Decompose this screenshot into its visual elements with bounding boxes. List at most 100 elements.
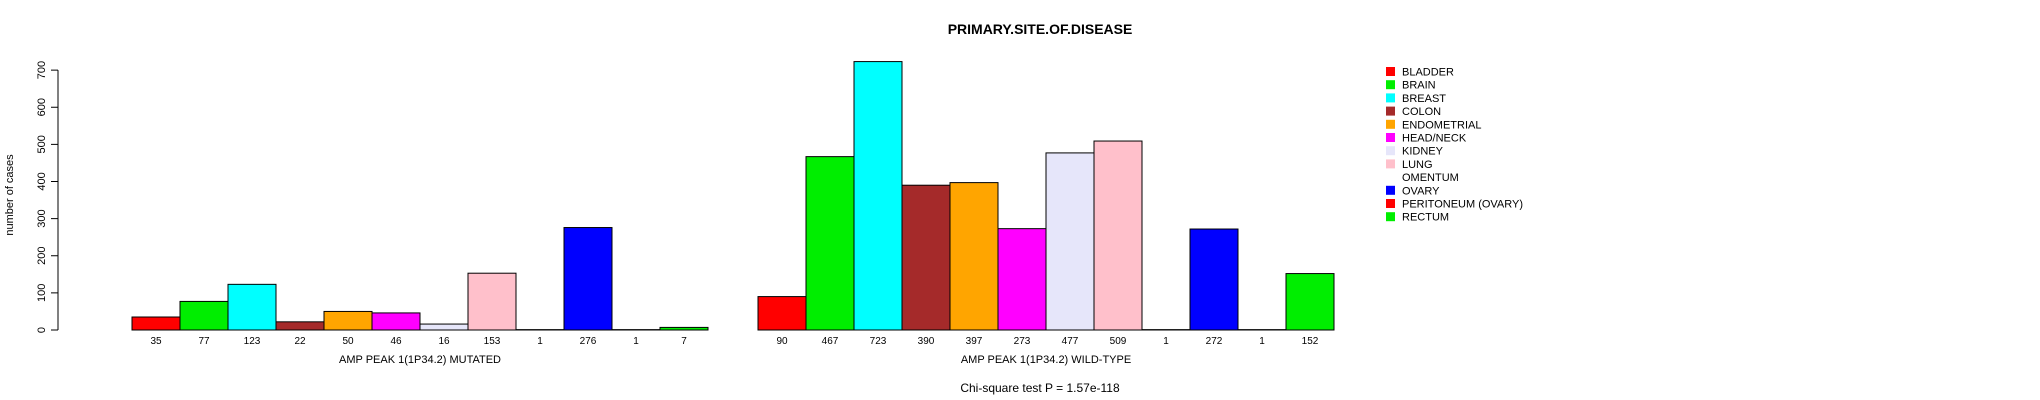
y-tick-label: 500 (36, 135, 48, 153)
bar (371, 312, 421, 331)
legend-item: OVARY (1386, 185, 1440, 197)
bar (1045, 152, 1095, 331)
group-label: AMP PEAK 1(1P34.2) MUTATED (339, 354, 501, 366)
bar-count-label: 1 (537, 336, 543, 347)
legend-swatch (1386, 67, 1395, 76)
bar-count-label: 46 (390, 336, 402, 347)
legend-label: LUNG (1402, 159, 1433, 171)
bar-count-label: 1 (1163, 336, 1169, 347)
bar (1285, 273, 1335, 331)
legend-swatch (1386, 146, 1395, 156)
bar (1189, 228, 1239, 331)
bar-count-label: 1 (1259, 336, 1265, 347)
legend-label: ENDOMETRIAL (1402, 119, 1481, 131)
bar-count-label: 35 (150, 336, 162, 347)
bar-count-label: 90 (776, 336, 788, 347)
bar (419, 323, 469, 331)
bar-count-label: 723 (870, 336, 887, 347)
legend-swatch (1386, 93, 1395, 103)
bar-count-label: 77 (198, 336, 210, 347)
group-label: AMP PEAK 1(1P34.2) WILD-TYPE (961, 354, 1131, 366)
legend-item: OMENTUM (1386, 172, 1459, 184)
legend-item: KIDNEY (1386, 146, 1444, 158)
legend-item: PERITONEUM (OVARY) (1386, 199, 1523, 211)
legend-swatch (1386, 80, 1395, 90)
chart-title: PRIMARY.SITE.OF.DISEASE (948, 21, 1133, 37)
y-tick-label: 600 (36, 98, 48, 116)
bar (659, 326, 709, 331)
bar-count-label: 153 (484, 336, 501, 347)
bar (853, 61, 903, 331)
bar (757, 296, 807, 331)
chi-square-footer: Chi-square test P = 1.57e-118 (960, 381, 1120, 395)
legend-label: BLADDER (1402, 67, 1454, 79)
legend-item: LUNG (1386, 159, 1433, 171)
bar (131, 316, 181, 331)
legend-swatch (1386, 185, 1395, 195)
bar-count-label: 22 (294, 336, 306, 347)
bar-group: 35 77 123 22 50 46 16 153 1 276 1 7 AMP PEAK 1(1P34.… (131, 227, 709, 366)
bar (467, 272, 517, 331)
y-tick-label: 700 (36, 61, 48, 79)
bar (1093, 140, 1143, 331)
legend-label: PERITONEUM (OVARY) (1402, 199, 1523, 211)
y-tick-label: 300 (36, 209, 48, 227)
legend-swatch (1386, 133, 1395, 142)
bar-count-label: 276 (580, 336, 597, 347)
y-axis-label: number of cases (4, 154, 16, 236)
bar-count-label: 273 (1014, 336, 1031, 347)
bar (227, 283, 277, 331)
bar-count-label: 390 (918, 336, 935, 347)
legend-label: RECTUM (1402, 212, 1449, 224)
bar (901, 184, 951, 331)
legend-swatch (1386, 159, 1395, 169)
legend-item: HEAD/NECK (1386, 133, 1467, 145)
legend-swatch (1386, 119, 1395, 129)
bar-count-label: 16 (438, 336, 450, 347)
legend-swatch (1386, 172, 1395, 182)
legend-label: HEAD/NECK (1402, 133, 1467, 145)
bar-count-label: 467 (822, 336, 839, 347)
y-tick-label: 400 (36, 172, 48, 190)
legend-label: BRAIN (1402, 80, 1436, 92)
bar (805, 156, 855, 331)
bar-count-label: 272 (1206, 336, 1223, 347)
legend-label: OVARY (1402, 185, 1440, 197)
legend-item: COLON (1386, 106, 1441, 118)
legend-item: RECTUM (1386, 212, 1449, 224)
bar-count-label: 152 (1302, 336, 1319, 347)
bar-group: 90 467 723 390 397 273 477 509 1 272 1 152 AMP PEAK … (757, 61, 1335, 366)
bar (275, 321, 325, 331)
legend-swatch (1386, 212, 1395, 222)
legend-label: KIDNEY (1402, 146, 1444, 158)
legend-swatch (1386, 199, 1395, 208)
legend-item: BREAST (1386, 93, 1446, 105)
legend-label: OMENTUM (1402, 172, 1459, 184)
bars-layer: 35 77 123 22 50 46 16 153 1 276 1 7 AMP PEAK 1(1P34.… (131, 61, 1335, 366)
bar-count-label: 50 (342, 336, 354, 347)
legend-swatch (1386, 106, 1395, 116)
bar-count-label: 397 (966, 336, 983, 347)
bar-count-label: 7 (681, 336, 687, 347)
y-tick-label: 0 (36, 327, 48, 333)
y-tick-label: 200 (36, 247, 48, 265)
bar-count-label: 477 (1062, 336, 1079, 347)
bar (563, 227, 613, 331)
y-tick-label: 100 (36, 284, 48, 302)
bar (949, 182, 999, 331)
bar-count-label: 509 (1110, 336, 1127, 347)
y-axis: 0 100 200 300 400 500 600 700 (36, 61, 59, 333)
legend-item: BLADDER (1386, 67, 1454, 79)
legend-label: BREAST (1402, 93, 1446, 105)
legend-label: COLON (1402, 106, 1441, 118)
legend-item: BRAIN (1386, 80, 1436, 92)
bar-count-label: 123 (244, 336, 261, 347)
bar (323, 310, 373, 331)
bar (179, 300, 229, 331)
bar (997, 228, 1047, 331)
bar-count-label: 1 (633, 336, 639, 347)
legend-item: ENDOMETRIAL (1386, 119, 1481, 131)
